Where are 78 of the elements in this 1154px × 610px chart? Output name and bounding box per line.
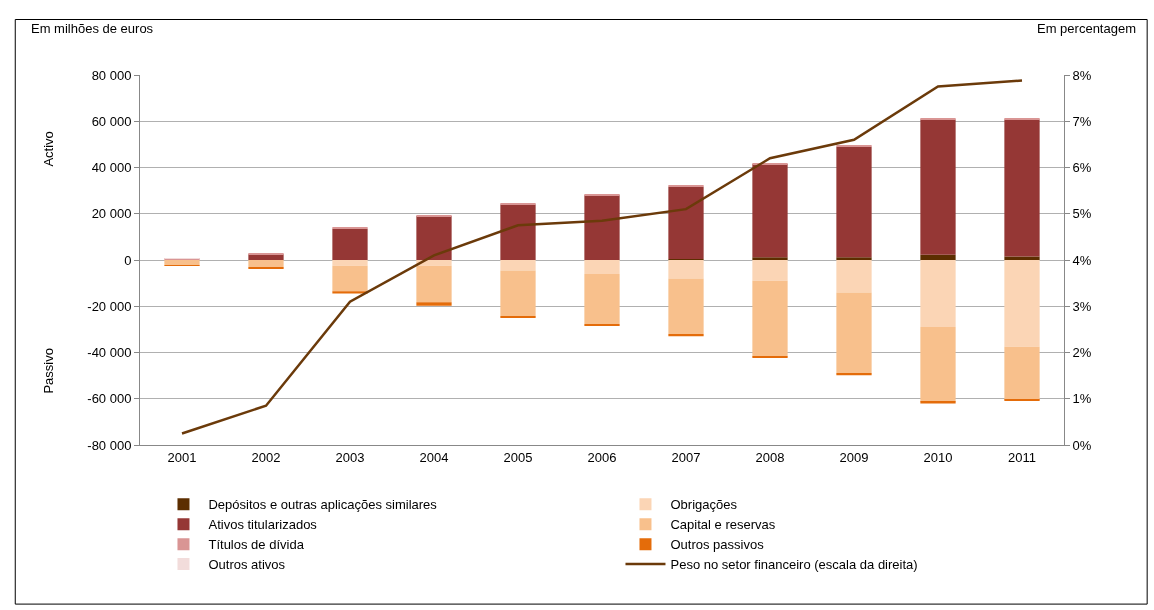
y-tick-label: 20 000 bbox=[91, 206, 132, 222]
x-tick-label: 2004 bbox=[419, 449, 449, 465]
bar bbox=[500, 270, 536, 317]
y-tick-label: 0 bbox=[124, 252, 132, 268]
bar bbox=[752, 260, 788, 281]
legend-label: Peso no setor financeiro (escala da direita) bbox=[670, 557, 918, 573]
bar bbox=[584, 273, 620, 325]
bar bbox=[920, 119, 956, 255]
bar bbox=[332, 260, 368, 266]
x-tick-label: 2011 bbox=[1008, 449, 1036, 465]
y2-tick-label: 5% bbox=[1072, 206, 1092, 222]
legend-label: Obrigações bbox=[670, 497, 738, 513]
y-tick-label: -20 000 bbox=[87, 298, 132, 314]
y2-tick-label: 0% bbox=[1072, 437, 1092, 453]
bar bbox=[416, 265, 452, 303]
bar bbox=[920, 254, 956, 260]
y2-tick-label: 7% bbox=[1072, 113, 1092, 129]
y-tick-label: -80 000 bbox=[87, 437, 132, 453]
bar bbox=[1004, 346, 1040, 400]
bar bbox=[836, 257, 872, 260]
bar bbox=[752, 280, 788, 357]
bar bbox=[584, 260, 620, 274]
bar bbox=[248, 260, 284, 268]
legend-label: Outros passivos bbox=[670, 537, 765, 553]
x-tick-label: 2002 bbox=[251, 449, 281, 465]
x-tick-label: 2006 bbox=[587, 449, 617, 465]
y2-axis-title: Em percentagem bbox=[1037, 21, 1136, 36]
y2-tick-label: 1% bbox=[1072, 391, 1092, 407]
bar bbox=[668, 278, 704, 334]
bar bbox=[752, 164, 788, 258]
bar bbox=[416, 216, 452, 260]
legend-label: Outros ativos bbox=[208, 557, 286, 573]
bar bbox=[1004, 260, 1040, 347]
legend-label: Capital e reservas bbox=[670, 517, 776, 533]
bar bbox=[920, 260, 956, 328]
x-tick-label: 2005 bbox=[503, 449, 533, 465]
legend-label: Ativos titularizados bbox=[208, 517, 318, 533]
y2-tick-label: 8% bbox=[1072, 67, 1092, 83]
y-tick-label: -60 000 bbox=[87, 391, 132, 407]
y2-tick-label: 3% bbox=[1072, 298, 1092, 314]
bar bbox=[416, 214, 452, 217]
bar bbox=[1004, 119, 1040, 257]
bar bbox=[836, 292, 872, 374]
y-tick-label: 60 000 bbox=[91, 113, 132, 129]
bar bbox=[416, 302, 452, 306]
legend-label: Depósitos e outras aplicações similares bbox=[208, 497, 438, 513]
bar bbox=[500, 260, 536, 271]
y-tick-label: -40 000 bbox=[87, 345, 132, 361]
bar bbox=[164, 260, 200, 266]
legend-label: Títulos de dívida bbox=[208, 537, 305, 553]
line-series bbox=[180, 79, 1024, 435]
x-tick-label: 2003 bbox=[335, 449, 365, 465]
x-tick-label: 2009 bbox=[839, 449, 869, 465]
bar bbox=[920, 327, 956, 402]
bar bbox=[332, 228, 368, 260]
x-tick-label: 2007 bbox=[671, 449, 701, 465]
y2-tick-label: 6% bbox=[1072, 160, 1092, 176]
bar bbox=[668, 260, 704, 279]
y2-tick-label: 2% bbox=[1072, 345, 1092, 361]
bar bbox=[836, 260, 872, 293]
text: Passivo bbox=[40, 348, 56, 394]
bar bbox=[752, 257, 788, 260]
x-tick-label: 2010 bbox=[923, 449, 953, 465]
y-tick-label: 40 000 bbox=[91, 160, 132, 176]
y-tick-label: 80 000 bbox=[91, 67, 132, 83]
y-axis-title: Em milhões de euros bbox=[31, 21, 154, 36]
bar bbox=[332, 265, 368, 292]
bar bbox=[248, 267, 284, 270]
bar bbox=[584, 195, 620, 260]
bar bbox=[668, 186, 704, 260]
bar bbox=[836, 146, 872, 258]
bar bbox=[836, 373, 872, 376]
x-tick-label: 2008 bbox=[755, 449, 785, 465]
bar bbox=[500, 204, 536, 260]
y2-tick-label: 4% bbox=[1072, 252, 1092, 268]
text: Activo bbox=[40, 131, 56, 167]
bar bbox=[752, 356, 788, 359]
x-tick-label: 2001 bbox=[167, 449, 197, 465]
